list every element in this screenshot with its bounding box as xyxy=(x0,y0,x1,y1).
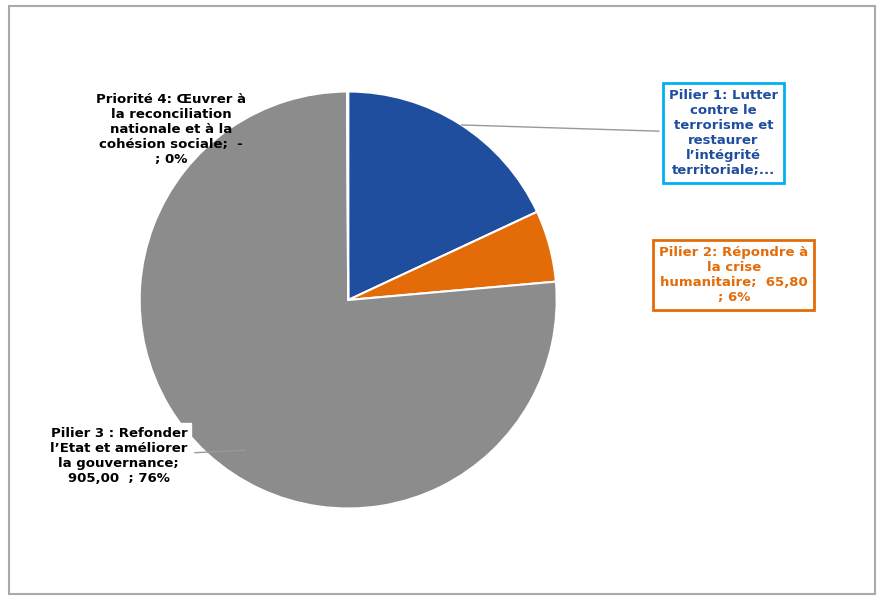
Wedge shape xyxy=(348,212,556,300)
Text: Priorité 4: Œuvrer à
la reconciliation
nationale et à la
cohésion sociale;  -
; : Priorité 4: Œuvrer à la reconciliation n… xyxy=(96,92,246,166)
Wedge shape xyxy=(348,92,537,300)
Text: Pilier 1: Lutter
contre le
terrorisme et
restaurer
l’intégrité
territoriale;...: Pilier 1: Lutter contre le terrorisme et… xyxy=(461,89,778,177)
Wedge shape xyxy=(140,92,557,508)
Text: Pilier 2: Répondre à
la crise
humanitaire;  65,80
; 6%: Pilier 2: Répondre à la crise humanitair… xyxy=(659,246,809,304)
Wedge shape xyxy=(347,92,348,300)
Text: Pilier 3 : Refonder
l’Etat et améliorer
la gouvernance;
905,00  ; 76%: Pilier 3 : Refonder l’Etat et améliorer … xyxy=(50,427,246,485)
